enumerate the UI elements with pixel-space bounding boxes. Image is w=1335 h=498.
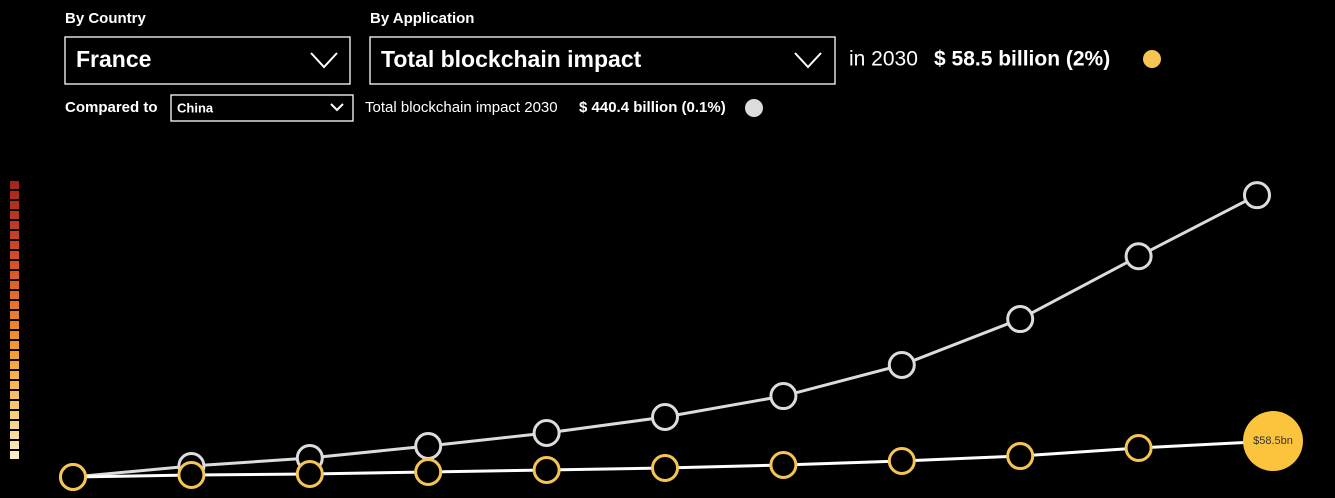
compare-dropdown[interactable]: China: [170, 94, 354, 122]
application-dropdown[interactable]: Total blockchain impact: [369, 36, 836, 85]
comparison-text: Total blockchain impact 2030: [365, 99, 558, 116]
point: [1124, 242, 1153, 271]
point: [887, 351, 916, 380]
color-scale: [10, 181, 19, 459]
compared-label: Compared to: [65, 99, 158, 116]
point: [414, 458, 443, 487]
point: [651, 454, 679, 483]
headline-prefix: in 2030: [849, 48, 918, 71]
comparison-amount: $ 440.4 billion (0.1%): [579, 99, 726, 116]
legend-dot: [1143, 50, 1161, 68]
point: [1006, 442, 1035, 471]
point: [1006, 305, 1035, 334]
point: [769, 450, 798, 479]
point: [1243, 181, 1271, 210]
point: [887, 446, 916, 475]
point: [532, 456, 561, 485]
application-label: By Application: [370, 10, 474, 27]
value-label: $58.5bn: [1253, 435, 1293, 447]
point: [769, 382, 798, 411]
legend-dot: [745, 99, 763, 117]
application-value: Total blockchain impact: [381, 46, 642, 72]
end-marker: [1243, 411, 1303, 472]
country-value: France: [76, 46, 151, 72]
point: [295, 460, 324, 489]
point: [177, 461, 206, 490]
country-label: By Country: [65, 10, 146, 27]
point: [59, 463, 87, 492]
headline-amount: $ 58.5 billion (2%): [934, 48, 1110, 71]
point: [1124, 433, 1153, 462]
point: [532, 418, 561, 447]
point: [651, 403, 679, 432]
compare-value: China: [177, 100, 214, 115]
point: [414, 431, 443, 460]
country-dropdown[interactable]: France: [64, 36, 351, 85]
series-line: [72, 193, 1258, 479]
